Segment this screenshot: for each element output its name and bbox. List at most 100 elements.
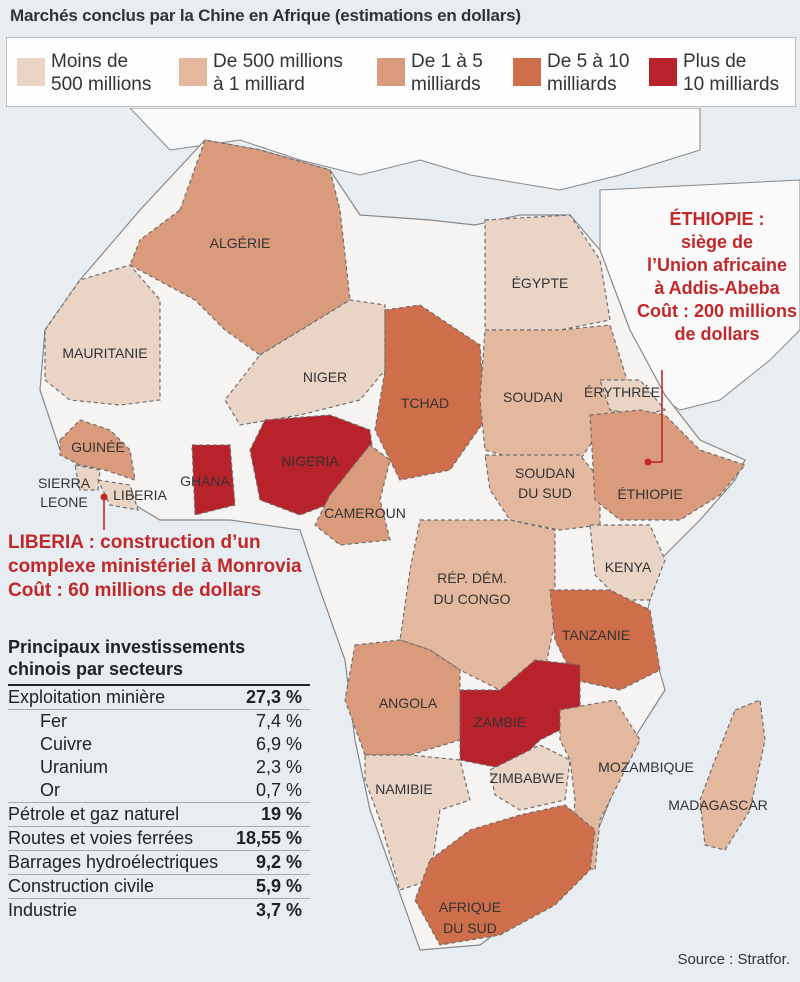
legend-item-2: De 500 millions à 1 milliard	[179, 50, 343, 96]
label-du-sud: DU SUD	[518, 485, 572, 501]
country-egypte	[484, 214, 611, 331]
label-ghana: GHANA	[180, 473, 230, 489]
country-cameroun	[314, 444, 391, 546]
sector-table-title: Principaux investissements chinois par s…	[8, 636, 310, 686]
legend-swatch-3	[377, 58, 405, 86]
sector-row-2: Fer 7,4 %	[8, 710, 310, 733]
label-kenya: KENYA	[605, 559, 652, 575]
legend-swatch-2	[179, 58, 207, 86]
label-algerie: ALGÉRIE	[210, 235, 271, 251]
country-ethiopie	[589, 409, 747, 521]
sector-value: 9,2 %	[255, 852, 302, 872]
legend-item-4: De 5 à 10 milliards	[513, 50, 629, 96]
country-ghana	[191, 444, 236, 516]
legend-swatch-1	[17, 58, 45, 86]
label-rdc: RÉP. DÉM. DU CONGO	[434, 570, 511, 607]
label-zambie: ZAMBIE	[474, 714, 526, 730]
label-sierra: SIERRA	[38, 475, 91, 491]
label-madagascar: MADAGASCAR	[668, 797, 768, 813]
label-afrique: AFRIQUE	[439, 899, 501, 915]
country-niger	[224, 299, 386, 426]
label-nigeria: NIGERIA	[281, 453, 339, 469]
country-afrique-du-sud	[414, 804, 596, 946]
sector-value: 18,55 %	[235, 828, 302, 848]
sector-row-5: Or 0,7 %	[8, 779, 310, 803]
label-soudan: SOUDAN	[503, 389, 563, 405]
sector-value: 3,7 %	[255, 900, 302, 920]
sector-label: Construction civile	[8, 876, 155, 896]
sector-value: 2,3 %	[255, 757, 302, 777]
legend-label-3: De 1 à 5 milliards	[411, 51, 483, 95]
country-madagascar	[699, 699, 766, 851]
country-tchad	[374, 304, 486, 481]
label-mozambique: MOZAMBIQUE	[598, 759, 694, 775]
country-mauritanie	[44, 264, 161, 406]
label-angola: ANGOLA	[379, 695, 438, 711]
label-tchad: TCHAD	[401, 395, 449, 411]
sector-row-9: Construction civile 5,9 %	[8, 875, 310, 899]
country-sierra-leone	[74, 464, 101, 491]
legend-label-4: De 5 à 10 milliards	[547, 51, 630, 95]
sector-row-7: Routes et voies ferrées 18,55 %	[8, 827, 310, 851]
legend-label-1: Moins de 500 millions	[51, 51, 152, 95]
sector-label: Routes et voies ferrées	[8, 828, 194, 848]
sector-label: Or	[40, 780, 60, 800]
label-mauritanie: MAURITANIE	[62, 345, 147, 361]
country-zambie	[459, 659, 581, 771]
source-note: Source : Stratfor.	[677, 951, 790, 968]
sector-value: 7,4 %	[255, 711, 302, 731]
country-rdc	[399, 519, 556, 691]
label-cameroun: CAMEROUN	[324, 505, 406, 521]
sector-label: Cuivre	[40, 734, 93, 754]
europe-land	[129, 108, 701, 191]
sector-value: 5,9 %	[255, 876, 302, 896]
legend-swatch-4	[513, 58, 541, 86]
country-liberia	[96, 479, 139, 511]
sector-label: Exploitation minière	[8, 687, 166, 707]
sector-label: Pétrole et gaz naturel	[8, 804, 180, 824]
sector-value: 0,7 %	[255, 780, 302, 800]
liberia-callout: LIBERIA : construction d’un complexe min…	[8, 532, 302, 601]
legend: Moins de 500 millions De 500 millions à …	[6, 37, 796, 107]
label-afrique-du-sud: AFRIQUE DU SUD	[439, 899, 501, 936]
label-egypte: ÉGYPTE	[512, 275, 569, 291]
label-ethiopie: ÉTHIOPIE	[617, 486, 682, 502]
label-leone: LEONE	[40, 494, 87, 510]
sector-row-4: Uranium 2,3 %	[8, 756, 310, 779]
sector-table: Principaux investissements chinois par s…	[8, 636, 310, 922]
legend-item-1: Moins de 500 millions	[17, 50, 151, 96]
sector-label: Industrie	[8, 900, 78, 920]
map-title: Marchés conclus par la Chine en Afrique …	[10, 6, 521, 25]
label-namibie: NAMIBIE	[375, 781, 433, 797]
label-liberia: LIBERIA	[113, 487, 167, 503]
sector-value: 27,3 %	[245, 687, 302, 707]
label-zimbabwe: ZIMBABWE	[490, 770, 565, 786]
label-rep-dem: RÉP. DÉM.	[437, 570, 507, 586]
label-guinee: GUINÉE	[71, 439, 125, 455]
country-guinee	[59, 419, 136, 481]
sector-value: 19 %	[260, 804, 302, 824]
legend-item-5: Plus de 10 milliards	[649, 50, 779, 96]
sector-row-6: Pétrole et gaz naturel 19 %	[8, 803, 310, 827]
monrovia-marker	[100, 493, 108, 501]
legend-label-5: Plus de 10 milliards	[683, 51, 780, 95]
label-niger: NIGER	[303, 369, 347, 385]
country-kenya	[589, 524, 666, 601]
label-erythree: ÉRYTHRÉE	[584, 384, 660, 400]
ethiopie-callout: ÉTHIOPIE : siège de l’Union africaine à …	[636, 209, 798, 344]
legend-swatch-5	[649, 58, 677, 86]
country-namibie	[364, 754, 471, 891]
africa-map: ALGÉRIE ÉGYPTE MAURITANIE NIGER TCHAD SO…	[38, 108, 800, 951]
label-sierra-leone: SIERRA LEONE	[38, 475, 91, 510]
sector-label: Barrages hydroélectriques	[8, 852, 219, 872]
label-soudan-2: SOUDAN	[515, 465, 575, 481]
sector-row-8: Barrages hydroélectriques 9,2 %	[8, 851, 310, 875]
label-soudan-du-sud: SOUDAN DU SUD	[515, 465, 575, 501]
label-tanzanie: TANZANIE	[562, 627, 630, 643]
legend-label-2: De 500 millions à 1 milliard	[213, 51, 343, 95]
sector-label: Fer	[40, 711, 67, 731]
sector-row-1: Exploitation minière 27,3 %	[8, 686, 310, 710]
label-du-sud-2: DU SUD	[443, 920, 497, 936]
label-du-congo: DU CONGO	[434, 591, 511, 607]
